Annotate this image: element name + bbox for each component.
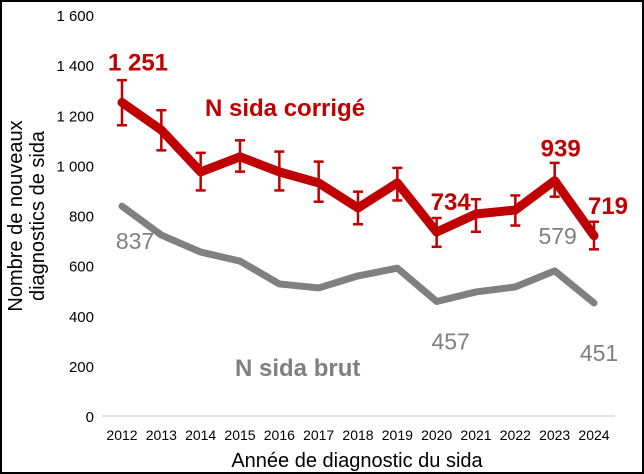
x-tick-label: 2018 (342, 427, 373, 443)
series-group (117, 78, 599, 307)
y-tick-label: 1 400 (56, 58, 94, 75)
y-tick-label: 600 (69, 259, 94, 276)
error-bar (195, 151, 206, 192)
y-tick-label: 200 (69, 359, 94, 376)
error-bar (549, 161, 560, 198)
series-label-corrige: N sida corrigé (205, 95, 365, 122)
y-tick-label: 1 000 (56, 158, 94, 175)
x-tick-label: 2019 (382, 427, 413, 443)
x-axis-title: Année de diagnostic du sida (231, 450, 483, 472)
error-bar (313, 160, 324, 203)
data-label: 451 (580, 340, 618, 366)
x-tick-label: 2013 (146, 427, 177, 443)
x-tick-label: 2016 (264, 427, 295, 443)
y-tick-label: 400 (69, 309, 94, 326)
x-tick-label: 2020 (421, 427, 452, 443)
error-bar (117, 78, 127, 127)
error-bar (353, 190, 363, 226)
x-tick-label: 2024 (578, 427, 609, 443)
error-bar (589, 220, 599, 251)
error-bar (235, 139, 245, 173)
x-tick-label: 2023 (539, 427, 570, 443)
data-label: 719 (588, 193, 628, 220)
x-tick-label: 2015 (224, 427, 255, 443)
error-bar (156, 108, 167, 152)
data-label: 837 (116, 228, 154, 254)
error-bar (392, 166, 403, 202)
data-label: 939 (541, 136, 581, 163)
series-line-brut (118, 202, 598, 307)
x-axis-ticks: 2012 2013 2014 2015 2016 2017 2018 2019 2020 2021… (106, 427, 609, 443)
x-tick-label: 2014 (185, 427, 216, 443)
x-tick-label: 2021 (460, 427, 491, 443)
error-bar (274, 150, 285, 192)
error-bar (431, 216, 442, 249)
y-tick-label: 800 (69, 209, 94, 226)
x-tick-label: 2012 (106, 427, 137, 443)
data-label: 457 (431, 328, 469, 354)
data-labels: 1 251 734 939 719 837 457 579 451 (108, 49, 628, 366)
y-tick-label: 1 600 (56, 8, 94, 25)
y-axis-title-line1: Nombre de nouveaux (5, 120, 27, 311)
x-tick-label: 2017 (303, 427, 334, 443)
error-bar (471, 197, 481, 234)
series-label-brut: N sida brut (235, 355, 360, 382)
x-tick-label: 2022 (500, 427, 531, 443)
data-label: 579 (538, 223, 576, 249)
data-label: 1 251 (108, 49, 168, 76)
y-tick-label: 0 (86, 409, 94, 426)
data-label: 734 (431, 189, 472, 216)
error-bar (510, 194, 521, 227)
y-axis-ticks: 0 200 400 600 800 1 000 1 200 1 400 1 600 (56, 8, 94, 426)
y-axis-title-line2: diagnostics de sida (27, 130, 49, 301)
y-tick-label: 1 200 (56, 108, 94, 125)
